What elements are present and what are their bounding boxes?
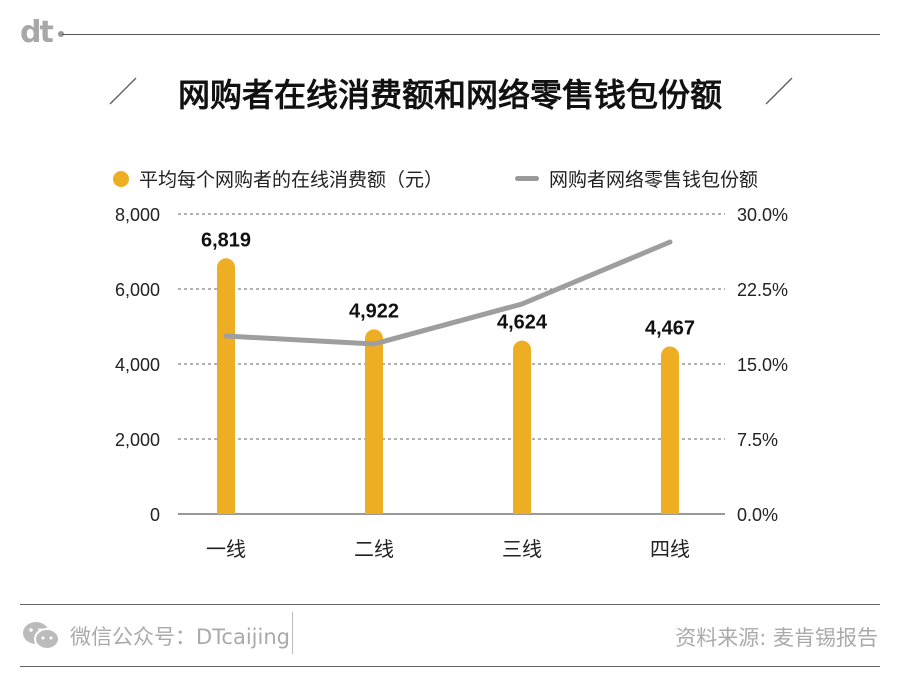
title-slash-left xyxy=(109,77,137,105)
left-tick-label: 4,000 xyxy=(115,355,160,375)
footer-wechat: 微信公众号：DTcaijing xyxy=(22,620,290,652)
category-label: 一线 xyxy=(206,537,246,561)
bar-base xyxy=(661,504,679,514)
right-tick-label: 15.0% xyxy=(737,355,788,375)
bar-value-label: 4,624 xyxy=(497,312,548,334)
category-label: 四线 xyxy=(650,537,690,561)
legend-line-swatch xyxy=(515,176,539,181)
category-label: 三线 xyxy=(502,537,542,561)
bar xyxy=(661,346,679,514)
bar xyxy=(217,258,235,514)
bar-value-label: 4,467 xyxy=(645,317,695,339)
header-rule xyxy=(62,34,880,35)
bar-value-label: 6,819 xyxy=(201,229,251,251)
right-tick-label: 0.0% xyxy=(737,505,778,525)
legend-bar-swatch xyxy=(113,170,129,187)
wechat-icon xyxy=(23,622,60,650)
left-tick-label: 0 xyxy=(150,505,160,525)
wechat-label: 微信公众号：DTcaijing xyxy=(70,625,290,649)
left-tick-label: 2,000 xyxy=(115,430,160,450)
legend-bar: 平均每个网购者的在线消费额（元） xyxy=(113,165,443,192)
bar-base xyxy=(365,504,383,514)
bar xyxy=(365,329,383,514)
legend-bar-label: 平均每个网购者的在线消费额（元） xyxy=(139,169,444,191)
left-tick-label: 8,000 xyxy=(115,205,160,225)
bar xyxy=(513,340,531,514)
bar-value-label: 4,922 xyxy=(349,300,399,322)
right-tick-label: 7.5% xyxy=(737,430,778,450)
bar-base xyxy=(217,504,235,514)
legend-line: 网购者网络零售钱包份额 xyxy=(515,165,758,192)
share-line xyxy=(223,239,673,347)
right-tick-label: 30.0% xyxy=(737,205,788,225)
chart-area: 0 0.0% 2,000 7.5% 4,000 15.0% 6,000 22.5% 8,000 3… xyxy=(115,205,788,561)
left-tick-label: 6,000 xyxy=(115,280,160,300)
brand-dot xyxy=(58,31,64,37)
footer-separator xyxy=(292,612,293,654)
right-tick-label: 22.5% xyxy=(737,280,788,300)
category-label: 二线 xyxy=(354,537,394,561)
footer-rule-bottom xyxy=(20,666,880,667)
brand-logo: dt xyxy=(20,15,54,50)
title-slash-right xyxy=(765,77,793,105)
footer-rule-top xyxy=(20,604,880,605)
legend-line-label: 网购者网络零售钱包份额 xyxy=(549,169,759,191)
source-note: 资料来源: 麦肯锡报告 xyxy=(675,626,878,650)
chart-title: 网购者在线消费额和网络零售钱包份额 xyxy=(177,76,722,114)
bar-base xyxy=(513,504,531,514)
